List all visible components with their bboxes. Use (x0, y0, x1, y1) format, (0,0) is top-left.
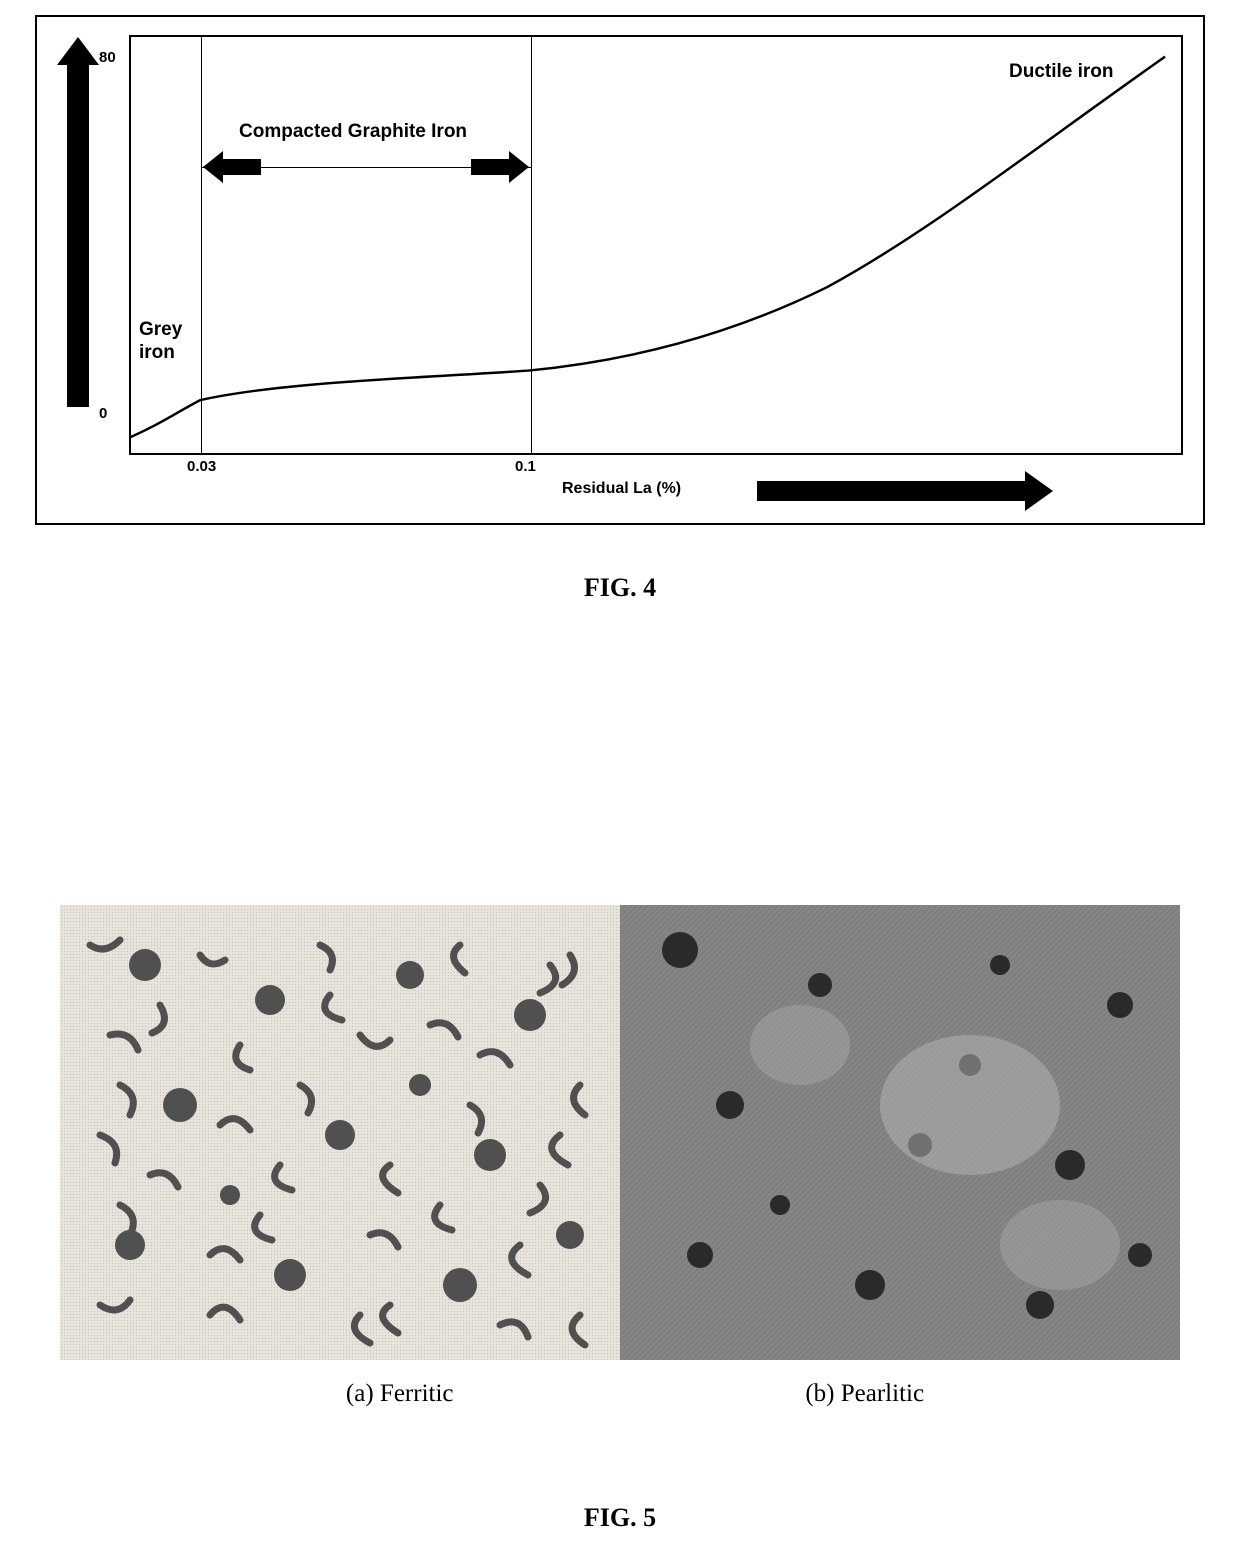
plot-area: Greyiron Compacted Graphite Iron Ductile… (129, 35, 1183, 455)
micrograph-row (60, 905, 1180, 1360)
figure-4: Nodularity (%) 80 0 Greyiron Compacted G… (35, 15, 1205, 603)
fig5-caption: FIG. 5 (60, 1503, 1180, 1533)
x-axis-label: Residual La (%) (562, 480, 681, 498)
x-tick-0.1: 0.1 (515, 458, 536, 475)
nodularity-curve (131, 37, 1181, 453)
figure-5: (a) Ferritic (b) Pearlitic FIG. 5 (60, 905, 1180, 1533)
panel-b-label: (b) Pearlitic (805, 1380, 924, 1408)
micrograph-pearlitic (620, 905, 1180, 1360)
fig5-sublabels: (a) Ferritic (b) Pearlitic (60, 1380, 1180, 1408)
y-tick-0: 0 (99, 405, 107, 422)
x-axis-arrow (757, 481, 1027, 501)
chart-box: Nodularity (%) 80 0 Greyiron Compacted G… (35, 15, 1205, 525)
x-tick-0.03: 0.03 (187, 458, 216, 475)
y-axis-label: Nodularity (%) (67, 192, 85, 300)
fig4-caption: FIG. 4 (35, 573, 1205, 603)
panel-a-label: (a) Ferritic (346, 1380, 454, 1408)
y-tick-80: 80 (99, 49, 116, 66)
micrograph-ferritic (60, 905, 620, 1360)
